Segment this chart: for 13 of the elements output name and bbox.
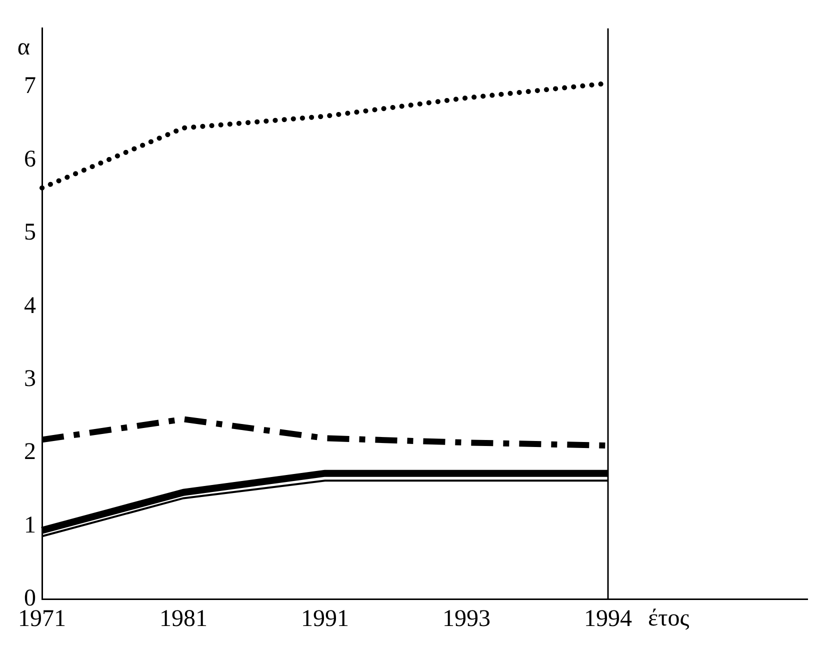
x-tick-label: 1994 <box>584 606 632 632</box>
x-tick-label: 1981 <box>160 606 208 632</box>
y-tick-label: 2 <box>24 439 36 466</box>
y-tick-label: 5 <box>24 220 36 246</box>
y-tick-label: 1 <box>24 512 36 538</box>
x-tick-label: 1993 <box>442 606 490 632</box>
y-tick-label: 7 <box>24 73 36 100</box>
y-tick-label: 4 <box>24 292 36 319</box>
y-tick-label: 6 <box>24 146 36 172</box>
x-tick-label: 1991 <box>301 606 349 632</box>
x-axis-title: έτος <box>648 605 690 632</box>
y-tick-label: 3 <box>24 366 36 392</box>
y-axis-title: α <box>17 34 30 61</box>
